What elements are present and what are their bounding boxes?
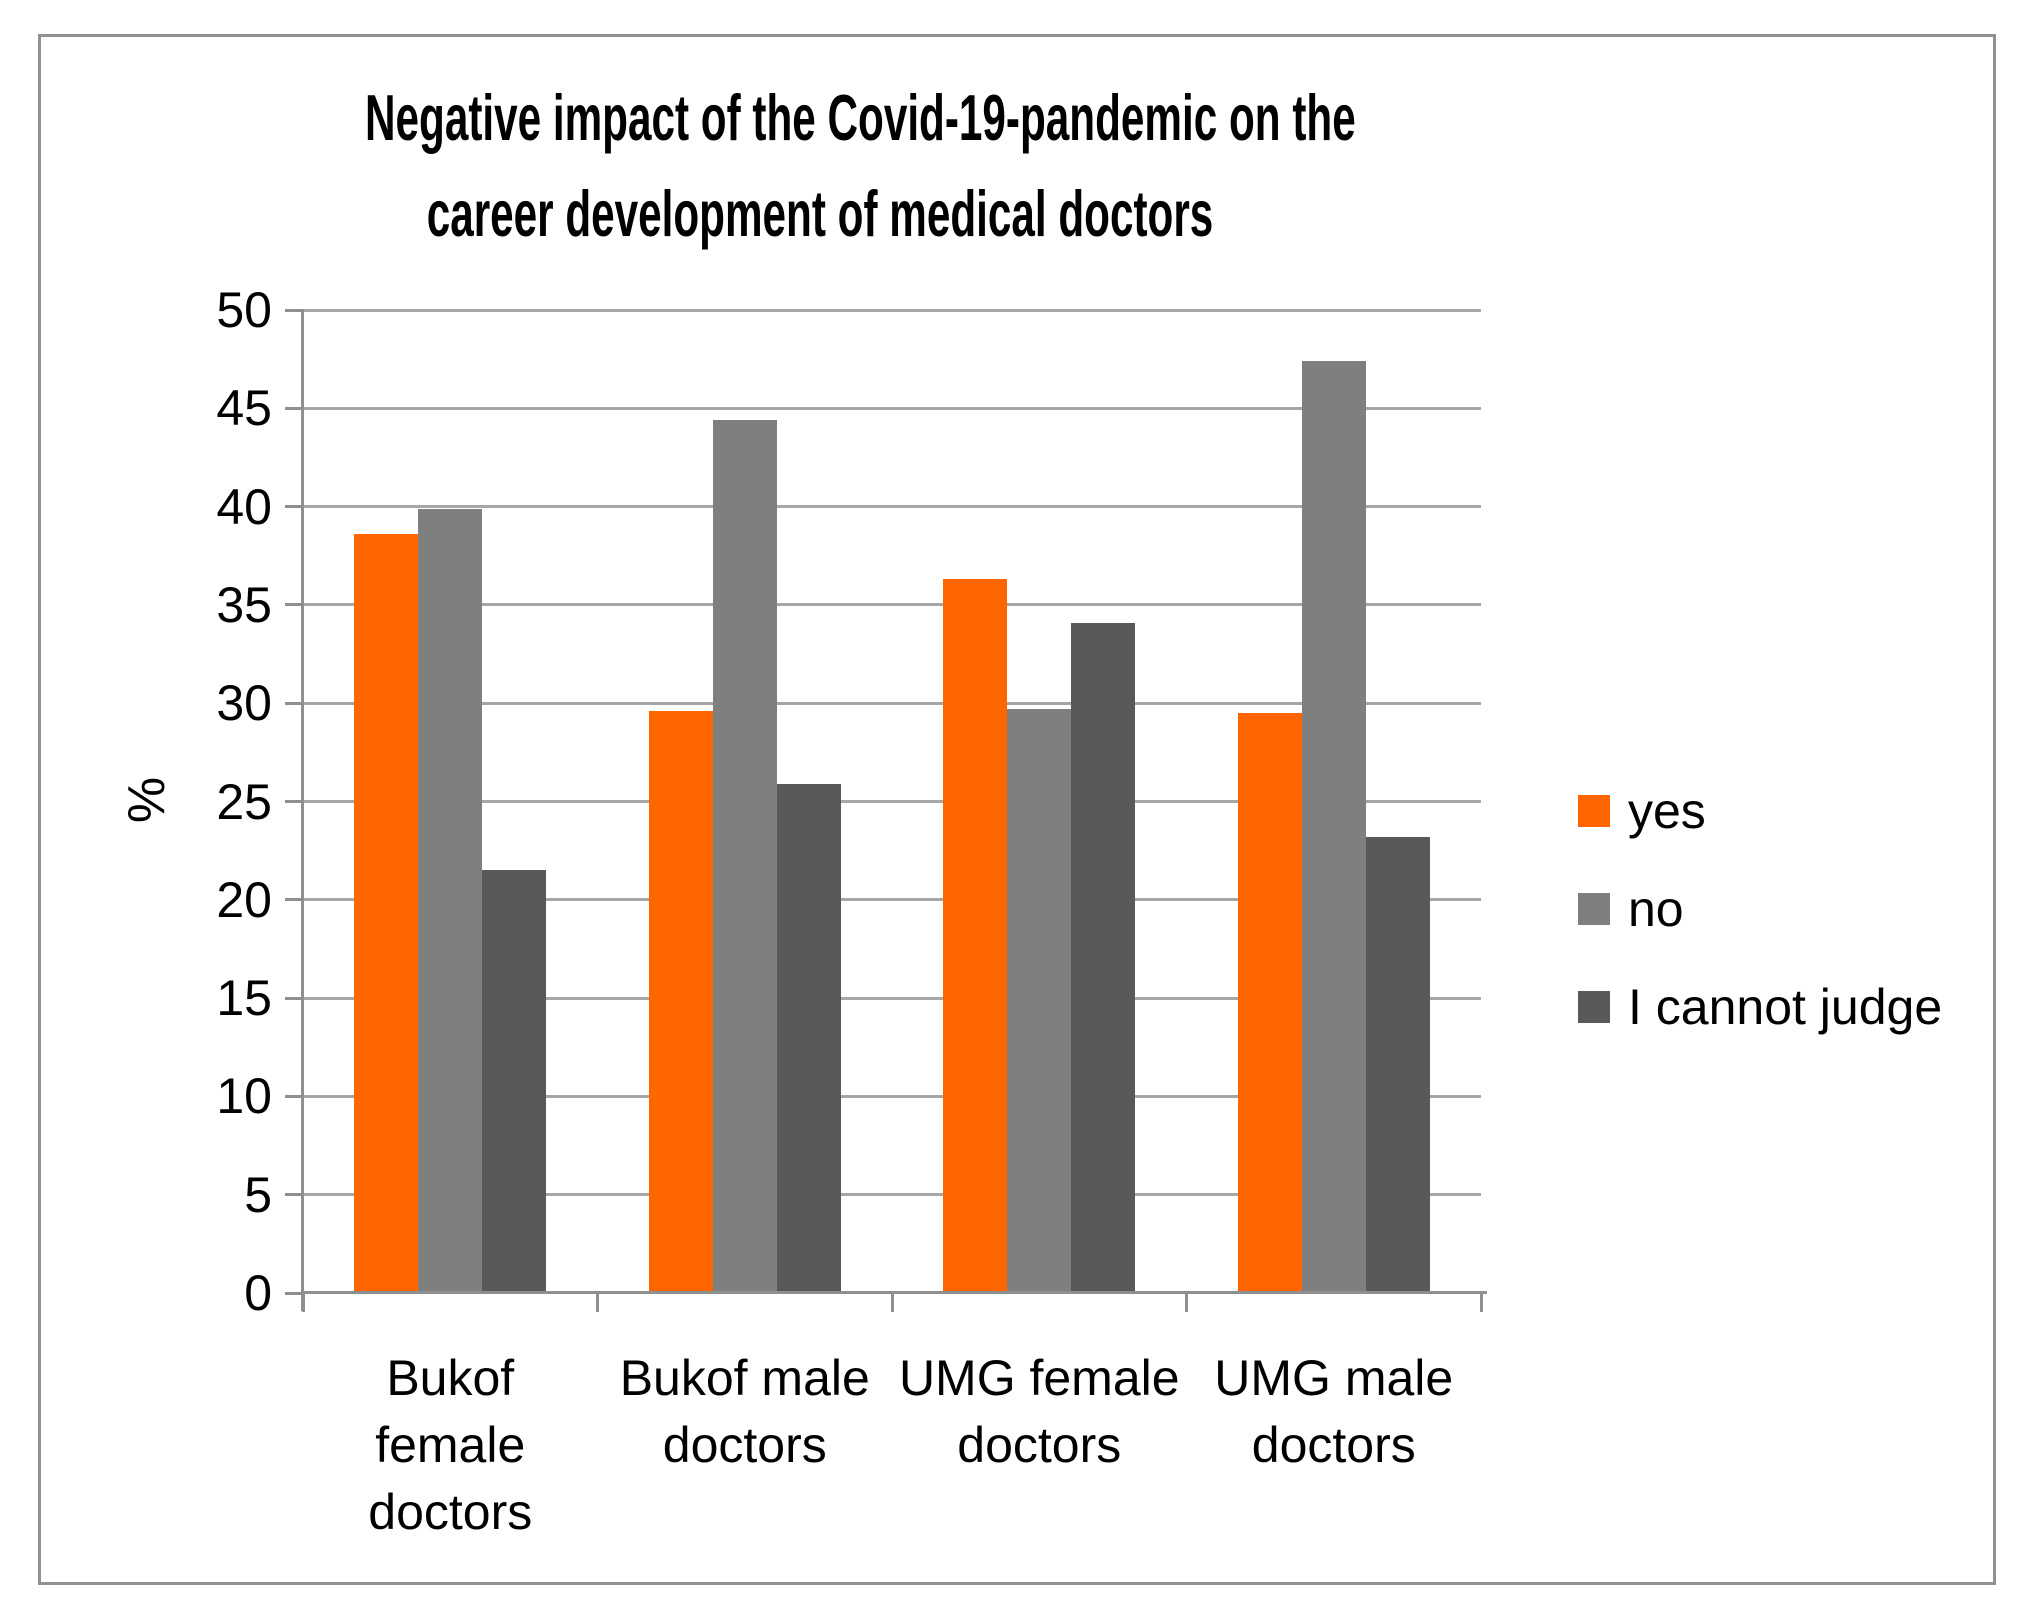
x-category-label: Bukof male doctors [598, 1345, 893, 1546]
x-category-label: UMG male doctors [1187, 1345, 1482, 1546]
gridline [303, 1094, 1481, 1098]
legend-item-yes: yes [1578, 786, 1942, 836]
x-category-label-line: doctors [1251, 1417, 1416, 1473]
bar-yes-2 [648, 711, 713, 1293]
x-tick [1185, 1294, 1188, 1312]
y-tick-label: 40 [216, 478, 272, 535]
y-tick [285, 898, 303, 902]
x-axis-line [301, 1291, 1487, 1294]
chart-title-line-1: Negative impact of the Covid-19-pandemic… [365, 81, 1356, 154]
y-tick [285, 701, 303, 705]
bar-group [303, 310, 598, 1293]
bar-yes-4 [1237, 713, 1302, 1293]
x-axis-labels: Bukof female doctors Bukof male doctors UMG f… [303, 1345, 1481, 1546]
x-category-label-line: doctors [368, 1484, 533, 1540]
y-tick [285, 1094, 303, 1098]
y-tick-label: 15 [216, 970, 272, 1027]
gridline [303, 603, 1481, 607]
gridline [303, 898, 1481, 902]
y-axis-line [301, 310, 304, 1311]
bar-group [598, 310, 893, 1293]
chart-title-line-2: career development of medical doctors [426, 177, 1214, 250]
y-tick-label: 20 [216, 871, 272, 928]
bar-no-3 [1007, 709, 1072, 1293]
gridline [303, 1193, 1481, 1197]
y-tick-label: 10 [216, 1068, 272, 1125]
y-tick [285, 1291, 303, 1295]
x-tick [1479, 1294, 1483, 1312]
bar-yes-1 [354, 534, 419, 1293]
y-tick-label: 35 [216, 576, 272, 633]
bar-i-cannot-judge-4 [1365, 836, 1430, 1293]
bar-no-1 [418, 508, 483, 1293]
x-category-label-line: doctors [957, 1417, 1122, 1473]
bar-group [1187, 310, 1482, 1293]
legend-swatch [1578, 893, 1610, 925]
gridline [303, 701, 1481, 705]
x-category-label-line: Bukof [386, 1350, 515, 1406]
y-tick-label: 50 [216, 282, 272, 338]
y-tick [285, 800, 303, 803]
x-tick [890, 1294, 894, 1312]
chart-title: Negative impact of the Covid-19-pandemic… [120, 70, 1520, 262]
bar-i-cannot-judge-2 [776, 783, 841, 1293]
x-category-label-line: female [375, 1417, 526, 1473]
x-category-label-line: UMG male [1214, 1350, 1454, 1406]
legend-item-i-cannot-judge: I cannot judge [1578, 982, 1942, 1032]
plot-area [303, 308, 1482, 1293]
bar-yes-3 [943, 579, 1008, 1293]
bar-i-cannot-judge-1 [482, 870, 547, 1293]
gridline [303, 996, 1481, 1000]
y-tick [285, 603, 303, 607]
x-tick [596, 1294, 599, 1312]
y-tick-label: 5 [244, 1166, 272, 1223]
x-category-label: Bukof female doctors [303, 1345, 598, 1546]
legend-swatch [1578, 795, 1610, 827]
legend-label: I cannot judge [1628, 979, 1943, 1035]
legend-swatch [1578, 991, 1610, 1023]
legend-item-no: no [1578, 884, 1942, 934]
bar-group [892, 310, 1187, 1293]
x-category-label-line: doctors [662, 1417, 827, 1473]
x-category-label-line: Bukof male [619, 1350, 870, 1406]
y-tick [285, 308, 303, 312]
legend-label: yes [1628, 783, 1706, 839]
legend: yes no I cannot judge [1578, 786, 1942, 1080]
y-tick-label: 45 [216, 380, 272, 437]
bar-no-2 [712, 420, 777, 1293]
y-tick [285, 1193, 303, 1197]
x-category-label-line: UMG female [898, 1350, 1180, 1406]
legend-label: no [1628, 881, 1684, 937]
bar-no-4 [1301, 361, 1366, 1293]
y-tick-label: 25 [216, 773, 272, 830]
y-tick [285, 406, 303, 410]
y-tick [285, 996, 303, 1000]
gridline [303, 406, 1481, 410]
gridline [303, 308, 1481, 312]
gridline [303, 800, 1481, 803]
gridline [303, 505, 1481, 509]
y-tick [285, 505, 303, 509]
x-category-label: UMG female doctors [892, 1345, 1187, 1546]
y-tick-label: 0 [244, 1265, 272, 1321]
y-tick-label: 30 [216, 675, 272, 732]
x-tick [301, 1294, 305, 1312]
bar-i-cannot-judge-3 [1071, 622, 1136, 1293]
